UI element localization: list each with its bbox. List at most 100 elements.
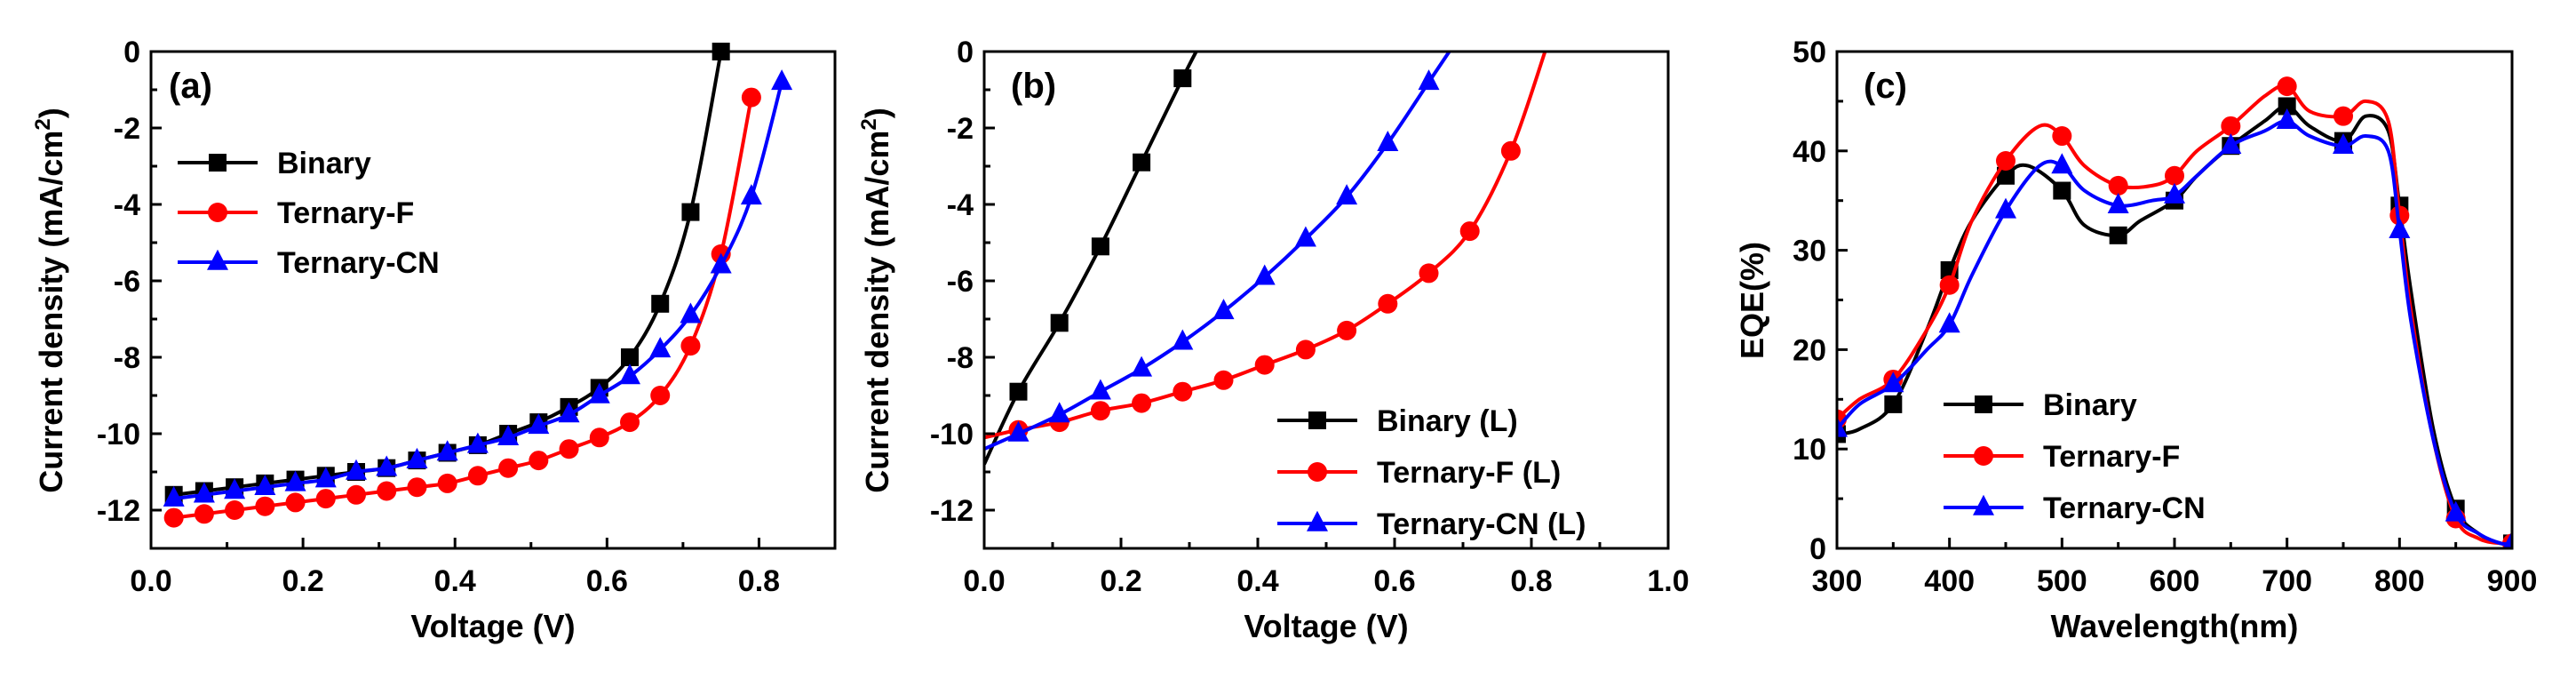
data-point-ternary-f — [285, 492, 306, 513]
x-tick-label: 0.4 — [434, 564, 476, 598]
data-point-binary — [1884, 395, 1903, 413]
legend-label: Binary (L) — [1377, 404, 1518, 438]
y-tick-label: -2 — [947, 112, 974, 146]
legend-marker — [1308, 462, 1327, 482]
data-point-ternary-cn — [436, 440, 458, 461]
series-line-ternary-cn — [173, 81, 784, 501]
data-point-binary-l — [1050, 314, 1069, 332]
data-point-ternary-cn-l — [1377, 130, 1399, 151]
legend-marker — [1974, 446, 1993, 466]
data-point-ternary-f-l — [1090, 401, 1110, 421]
y-tick-label: 40 — [1793, 135, 1826, 169]
data-point-ternary-f — [1996, 150, 2015, 171]
data-point-ternary-cn — [588, 382, 610, 403]
data-point-ternary-cn — [1995, 197, 2016, 219]
data-point-binary-l — [1091, 237, 1109, 256]
y-tick-label: -6 — [114, 265, 140, 299]
data-point-ternary-f-l — [1337, 320, 1357, 340]
x-tick-label: 0.4 — [1236, 564, 1278, 598]
data-point-ternary-f — [498, 458, 519, 478]
plot-area — [163, 43, 793, 528]
y-axis-title: Current density (mA/cm2) — [857, 108, 895, 492]
y-axis-title: EQE(%) — [1734, 242, 1770, 359]
data-point-ternary-f — [620, 412, 640, 433]
data-point-ternary-f — [741, 87, 761, 108]
legend-marker — [209, 154, 227, 172]
data-point-ternary-cn — [740, 184, 762, 205]
data-point-ternary-f — [194, 504, 214, 524]
data-point-binary — [651, 294, 670, 313]
data-point-ternary-cn — [1938, 312, 1960, 333]
legend-label: Binary — [2043, 388, 2137, 422]
data-point-ternary-cn — [314, 467, 337, 488]
data-point-ternary-f-l — [1132, 393, 1152, 413]
data-point-ternary-cn — [224, 478, 246, 499]
data-point-ternary-f-l — [1295, 340, 1316, 360]
data-point-ternary-f-l — [1500, 140, 1521, 161]
y-tick-label: -10 — [930, 418, 974, 451]
y-tick-label: -10 — [97, 418, 140, 451]
data-point-ternary-f — [680, 336, 701, 356]
legend-marker — [1973, 494, 1994, 515]
data-point-ternary-cn — [771, 69, 793, 91]
data-point-ternary-cn-l — [1048, 402, 1070, 423]
data-point-ternary-f-l — [1378, 293, 1398, 314]
data-point-ternary-cn — [254, 474, 276, 495]
data-point-binary-l — [1133, 153, 1151, 172]
data-point-ternary-cn — [466, 432, 489, 453]
x-tick-label: 300 — [1812, 564, 1863, 598]
y-tick-label: -2 — [114, 112, 140, 146]
data-point-ternary-cn — [346, 459, 367, 480]
legend-label: Ternary-CN (L) — [1377, 507, 1586, 541]
data-point-ternary-cn — [1837, 416, 1848, 437]
y-tick-label: 30 — [1793, 235, 1826, 268]
series-line-ternary-cn-l — [984, 50, 1451, 451]
legend: Binary (L) Ternary-F (L) Ternary-CN (L) — [1277, 404, 1586, 541]
data-point-ternary-f — [589, 427, 609, 448]
data-point-ternary-cn — [2389, 217, 2411, 238]
x-axis-title: Voltage (V) — [1244, 608, 1408, 644]
legend-marker — [208, 203, 227, 222]
data-point-ternary-f — [407, 477, 427, 498]
legend-marker — [1307, 510, 1328, 531]
data-point-ternary-cn — [376, 455, 398, 476]
data-point-binary — [2053, 181, 2071, 200]
data-point-ternary-f — [255, 496, 275, 516]
data-point-ternary-f — [2389, 205, 2410, 226]
data-point-ternary-f — [2277, 76, 2297, 97]
data-point-ternary-f — [559, 439, 579, 459]
data-point-ternary-cn-l — [1418, 69, 1440, 91]
data-point-ternary-cn — [2164, 182, 2185, 204]
legend-label: Ternary-F — [2043, 440, 2180, 474]
panel-label: (b) — [1011, 67, 1056, 106]
data-point-ternary-f-l — [1419, 263, 1439, 284]
data-point-ternary-f — [225, 500, 245, 520]
data-point-ternary-cn — [619, 363, 640, 385]
data-point-binary — [621, 348, 639, 366]
data-point-ternary-f — [650, 386, 671, 405]
x-tick-label: 0.6 — [1373, 564, 1415, 598]
data-point-ternary-cn-l — [1089, 379, 1111, 400]
legend-marker — [1308, 411, 1326, 429]
y-tick-label: 20 — [1793, 333, 1826, 367]
data-point-ternary-cn-l — [1007, 420, 1030, 442]
data-point-ternary-cn-l — [1172, 329, 1194, 350]
data-point-ternary-f-l — [1254, 355, 1275, 375]
data-point-ternary-cn — [406, 447, 428, 468]
data-point-ternary-cn-l — [1336, 184, 1358, 205]
data-point-ternary-cn — [680, 302, 702, 324]
data-point-ternary-cn — [528, 413, 550, 435]
data-point-ternary-cn — [163, 485, 185, 507]
data-point-ternary-cn-l — [1212, 299, 1235, 320]
panel-b-chart: 0.0 0.2 0.4 0.6 0.8 1.0 0 -2 -4 -6 -8 -10 -12 Voltage… — [857, 36, 1690, 644]
data-point-ternary-cn — [1882, 371, 1904, 393]
legend-label: Ternary-CN — [2043, 491, 2206, 525]
x-tick-label: 0.8 — [738, 564, 780, 598]
y-tick-label: -8 — [947, 341, 974, 375]
legend-marker — [1975, 395, 1992, 413]
series-line-binary — [173, 51, 723, 497]
panel-c-chart: 300 400 500 600 700 800 900 0 10 20 30 40 50 Waveleng… — [1734, 36, 2537, 644]
x-tick-label: 600 — [2150, 564, 2200, 598]
data-point-ternary-cn — [558, 402, 580, 423]
